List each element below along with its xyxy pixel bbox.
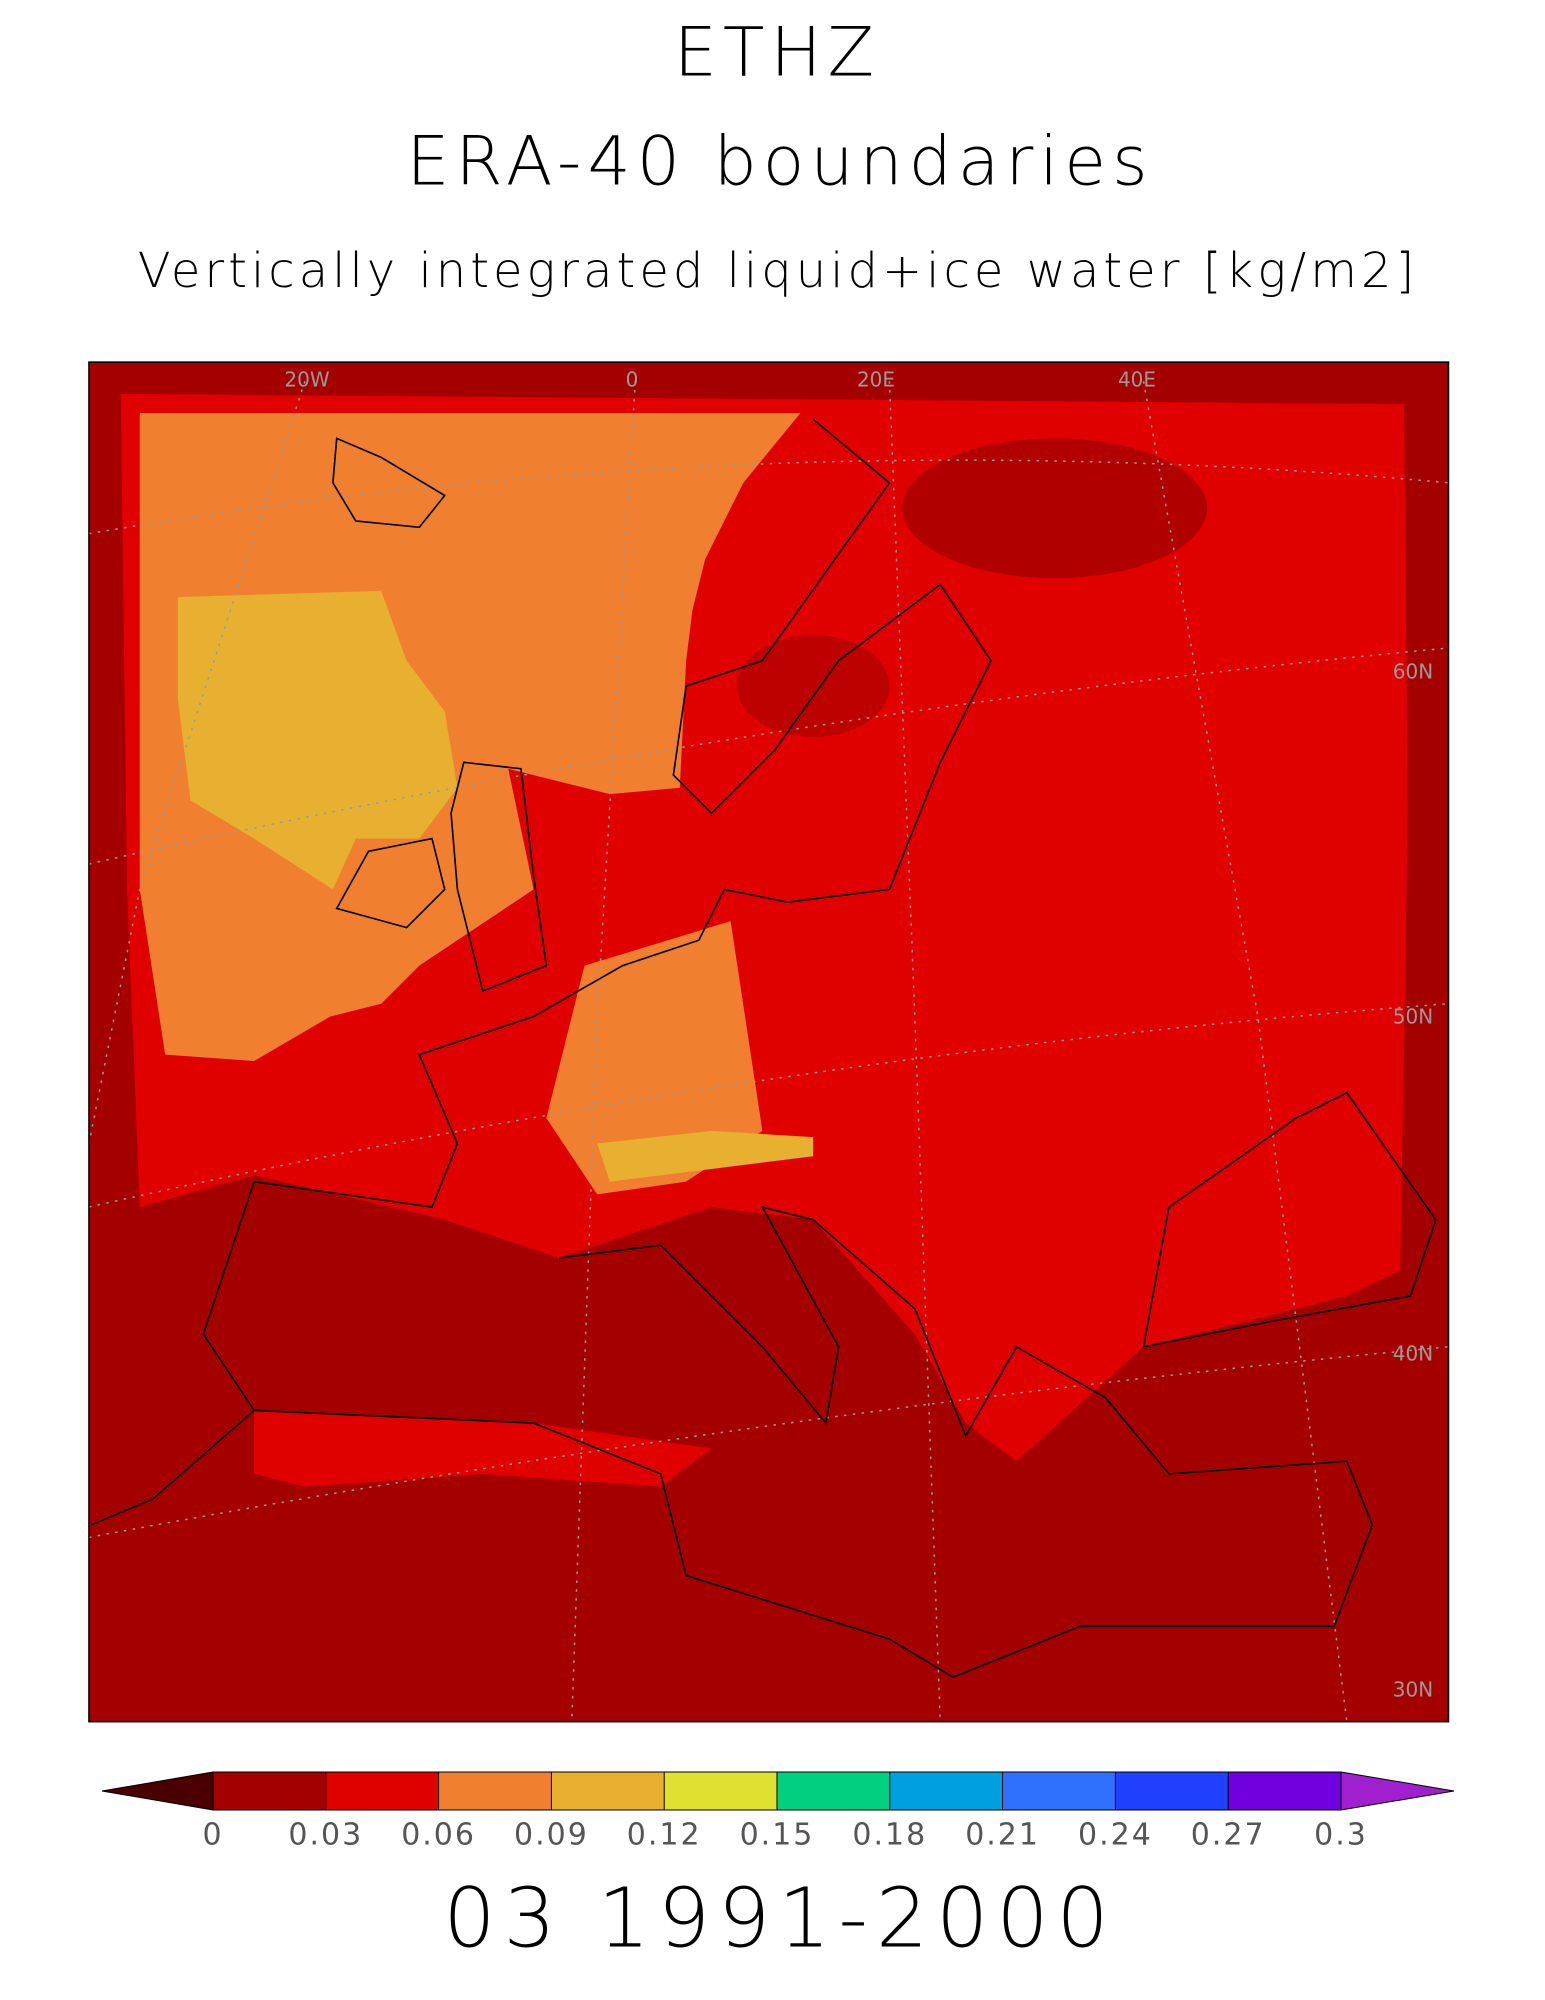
map (88, 361, 1450, 1723)
colorbar-segment (551, 1772, 665, 1810)
colorbar-segment (1115, 1772, 1229, 1810)
colorbar-tick-label: 0.15 (740, 1818, 815, 1853)
latitude-label: 30N (1393, 1678, 1433, 1702)
colorbar-over (1341, 1772, 1454, 1810)
title: ETHZ (674, 14, 880, 93)
field-region (902, 438, 1208, 579)
colorbar-segment (213, 1772, 326, 1810)
coastline (91, 418, 1437, 1679)
colorbar-tick-label: 0.09 (514, 1818, 589, 1853)
field-region (177, 590, 458, 890)
colorbar-tick-label: 0.27 (1191, 1818, 1266, 1853)
colorbar-tick-label: 0.06 (401, 1818, 476, 1853)
map-frame (88, 361, 1450, 1723)
longitude-label: 40E (1118, 368, 1156, 392)
colorbar-tick-label: 0.18 (852, 1818, 927, 1853)
colorbar-segment (889, 1772, 1003, 1810)
longitude-label: 20W (284, 368, 329, 392)
longitude-label: 20E (857, 368, 895, 392)
latitude-label: 50N (1393, 1005, 1433, 1029)
field-region (597, 1130, 814, 1182)
colorbar-tick-label: 0 (202, 1818, 223, 1853)
field-region (546, 921, 763, 1195)
colorbar-outline (101, 1771, 1455, 1811)
colorbar-tick-label: 0.3 (1314, 1818, 1368, 1853)
latitude-label: 60N (1393, 660, 1433, 684)
colorbar-tick-label: 0.03 (288, 1818, 363, 1853)
colorbar-tick-label: 0.12 (627, 1818, 702, 1853)
colorbar-segment (438, 1772, 552, 1810)
variable: Vertically integrated liquid+ice water [… (138, 243, 1418, 299)
field-region (254, 1410, 712, 1487)
colorbar-tick-label: 0.21 (965, 1818, 1040, 1853)
footer: 03 1991-2000 (443, 1872, 1116, 1967)
field-region (139, 412, 801, 1061)
latitude-label: 40N (1393, 1342, 1433, 1366)
colorbar-segment (1002, 1772, 1116, 1810)
graticule (88, 380, 1449, 1722)
colorbar-segment (1228, 1772, 1341, 1810)
colorbar-segment (664, 1772, 777, 1810)
field-region (736, 635, 890, 737)
colorbar: 0 0.03 0.06 0.09 0.12 0.15 0.18 0.21 0.24 0.27 0.3 (101, 1771, 1455, 1853)
subtitle: ERA-40 boundaries (406, 123, 1153, 202)
colorbar-segment (777, 1772, 890, 1810)
colorbar-under (102, 1772, 213, 1810)
colorbar-segment (325, 1772, 439, 1810)
longitude-label: 0 (626, 368, 639, 392)
colorbar-tick-label: 0.24 (1078, 1818, 1153, 1853)
